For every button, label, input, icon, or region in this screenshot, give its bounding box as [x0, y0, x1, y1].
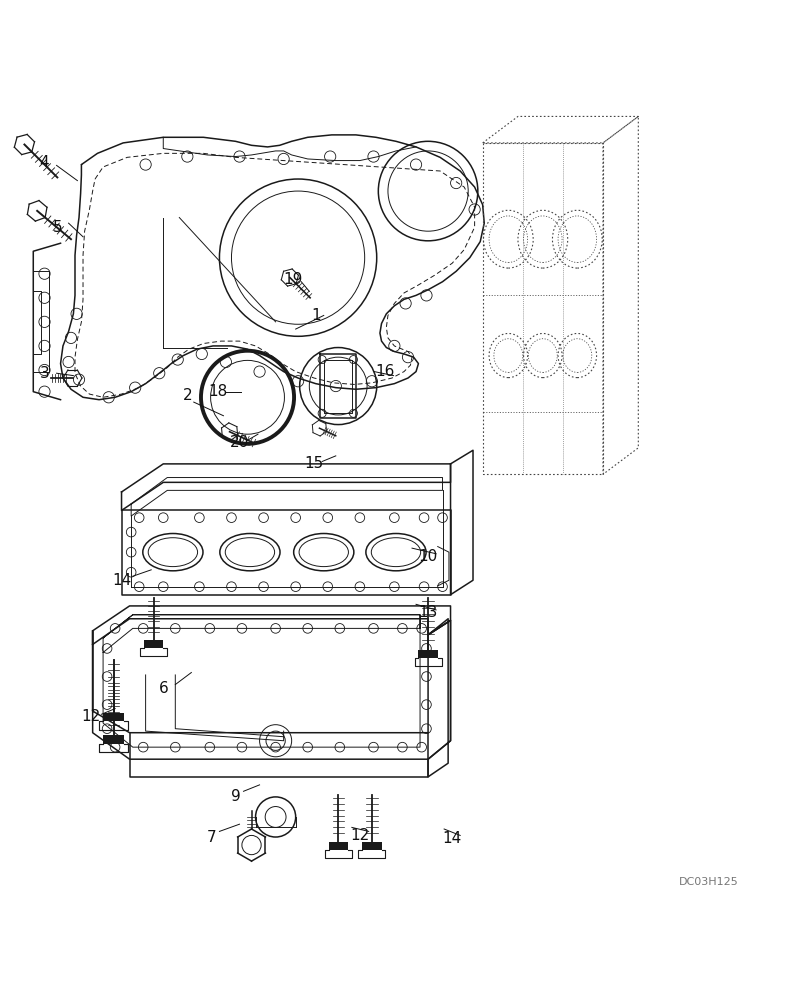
Text: 9: 9 [230, 789, 240, 804]
Text: 12: 12 [82, 709, 101, 724]
Text: 19: 19 [284, 272, 303, 287]
Bar [362, 842, 381, 850]
Text: 14: 14 [112, 573, 131, 588]
Text: 5: 5 [53, 220, 62, 235]
Text: 16: 16 [375, 364, 394, 379]
Text: 1: 1 [311, 308, 321, 323]
Bar [419, 650, 438, 658]
Text: 14: 14 [443, 831, 461, 846]
Text: 7: 7 [207, 830, 217, 845]
Text: 20: 20 [229, 435, 249, 450]
Bar [144, 640, 163, 648]
Text: 13: 13 [419, 605, 438, 620]
Text: 12: 12 [350, 828, 369, 843]
Text: 15: 15 [305, 456, 324, 471]
Text: 6: 6 [158, 681, 168, 696]
Text: 18: 18 [208, 384, 228, 399]
Bar [103, 713, 124, 721]
Bar [329, 842, 347, 850]
Text: DC03H125: DC03H125 [679, 877, 739, 887]
Text: 4: 4 [40, 155, 49, 170]
Text: 3: 3 [40, 366, 49, 381]
Bar [103, 735, 124, 744]
Text: 10: 10 [419, 549, 438, 564]
Text: 2: 2 [183, 388, 192, 403]
